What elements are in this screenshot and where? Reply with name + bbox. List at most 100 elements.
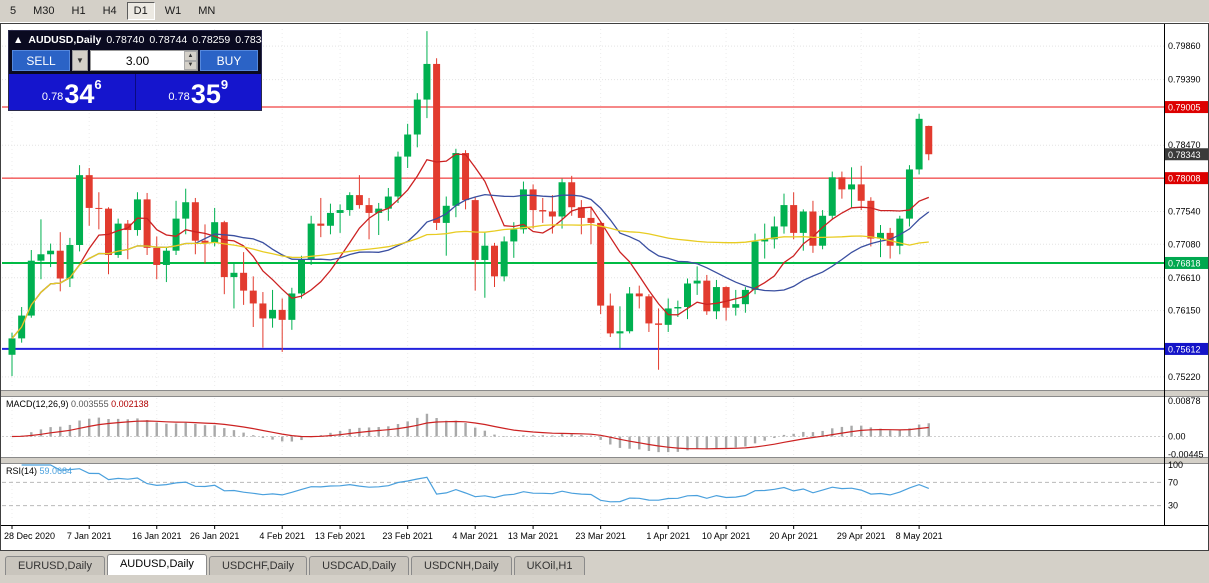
buy-button[interactable]: BUY — [200, 50, 258, 71]
candle — [259, 292, 267, 348]
date-label: 16 Jan 2021 — [132, 531, 182, 541]
candle — [433, 58, 441, 231]
candle — [211, 207, 219, 247]
candle — [346, 192, 354, 216]
date-label: 13 Mar 2021 — [508, 531, 559, 541]
candle — [56, 232, 64, 292]
candle — [819, 210, 827, 250]
date-label: 7 Jan 2021 — [67, 531, 112, 541]
date-label: 23 Mar 2021 — [575, 531, 626, 541]
candle — [66, 237, 74, 288]
sell-price-pip: 6 — [94, 77, 102, 92]
price-axis-label: 0.77540 — [1168, 206, 1201, 216]
rsi-axis-label: 30 — [1168, 501, 1178, 511]
moving-average-line — [11, 223, 929, 339]
candle — [500, 236, 508, 282]
chart-tab[interactable]: USDCHF,Daily — [208, 556, 308, 575]
trade-controls-row: SELL ▼ 3.00 ▲ ▼ BUY — [12, 50, 258, 71]
candle — [220, 220, 228, 295]
candle — [471, 196, 479, 291]
candle — [732, 289, 740, 316]
candle — [587, 207, 595, 245]
volume-input[interactable]: 3.00 — [125, 53, 150, 68]
chart-canvas[interactable]: 0.79860 0.79390 0.78470 0.77540 0.77080 0.766… — [0, 23, 1209, 551]
timeframe-button-mn[interactable]: MN — [191, 2, 223, 20]
candle — [838, 171, 846, 199]
timeframe-button-h1[interactable]: H1 — [64, 2, 93, 20]
chart-symbol-label: AUDUSD,Daily — [28, 34, 102, 46]
date-label: 4 Mar 2021 — [452, 531, 498, 541]
candle — [298, 255, 305, 299]
chart-tab[interactable]: USDCAD,Daily — [309, 556, 410, 575]
chart-tab[interactable]: EURUSD,Daily — [5, 556, 105, 575]
candle — [809, 200, 817, 253]
candle — [655, 308, 663, 370]
price-axis-label: 0.76150 — [1168, 306, 1201, 316]
macd-signal-line — [11, 420, 929, 450]
volume-increase-icon[interactable]: ▲ — [184, 51, 197, 61]
candle — [761, 223, 769, 259]
svg-text:0.78008: 0.78008 — [1168, 174, 1201, 184]
candle — [133, 192, 141, 236]
timeframe-button-h4[interactable]: H4 — [95, 2, 124, 20]
candle — [790, 192, 798, 240]
price-badge: 0.78343 — [1165, 148, 1209, 161]
sell-button[interactable]: SELL — [12, 50, 70, 71]
timeframe-button-5[interactable]: 5 — [3, 2, 24, 20]
candle — [326, 203, 334, 235]
pane-splitter[interactable] — [0, 390, 1209, 397]
pane-splitter[interactable] — [0, 457, 1209, 464]
chart-tab[interactable]: USDCNH,Daily — [411, 556, 512, 575]
volume-field[interactable]: 3.00 ▲ ▼ — [90, 50, 198, 71]
volume-dropdown-icon[interactable]: ▼ — [72, 50, 88, 71]
candle — [162, 247, 170, 283]
sell-price-display[interactable]: 0.78 34 6 — [9, 74, 135, 110]
candle — [95, 192, 103, 230]
candle — [37, 219, 45, 280]
candle — [491, 242, 498, 288]
candle — [240, 252, 248, 305]
candle — [905, 165, 913, 227]
candle — [355, 175, 363, 209]
candle — [626, 287, 634, 334]
chart-tab[interactable]: AUDUSD,Daily — [106, 554, 207, 575]
price-axis-label: 0.77080 — [1168, 239, 1201, 249]
candle — [915, 113, 923, 175]
price-axis-label: 0.76610 — [1168, 273, 1201, 283]
svg-text:0.78343: 0.78343 — [1168, 150, 1201, 160]
timeframe-button-w1[interactable]: W1 — [157, 2, 189, 20]
candle — [230, 262, 238, 309]
candle — [684, 278, 691, 320]
moving-average-line — [11, 153, 930, 339]
date-label: 29 Apr 2021 — [837, 531, 886, 541]
volume-decrease-icon[interactable]: ▼ — [184, 60, 197, 70]
date-label: 10 Apr 2021 — [702, 531, 751, 541]
svg-text:0.79005: 0.79005 — [1168, 103, 1201, 113]
timeframe-button-m30[interactable]: M30 — [26, 2, 62, 20]
buy-price-display[interactable]: 0.78 35 9 — [134, 74, 262, 110]
ohlc-high-value: 0.78744 — [149, 34, 188, 46]
candle — [857, 165, 865, 211]
candle — [269, 289, 277, 328]
price-badge: 0.78008 — [1165, 172, 1209, 185]
candle — [336, 204, 344, 233]
candle — [105, 207, 112, 275]
chart-tab[interactable]: UKOil,H1 — [513, 556, 586, 575]
date-label: 28 Dec 2020 — [4, 531, 55, 541]
price-badge: 0.75612 — [1165, 342, 1209, 355]
macd-label: MACD(12,26,9) 0.003555 0.002138 — [6, 399, 149, 409]
date-label: 4 Feb 2021 — [259, 531, 305, 541]
candle — [404, 123, 412, 169]
ohlc-open-value: 0.78740 — [106, 34, 145, 46]
candle — [925, 125, 933, 161]
ohlc-close-value: 0.78343 — [235, 34, 274, 46]
quote-prices-row: 0.78 34 6 0.78 35 9 — [9, 74, 261, 110]
candle — [867, 197, 875, 247]
timeframe-button-d1[interactable]: D1 — [126, 2, 155, 20]
date-label: 13 Feb 2021 — [315, 531, 366, 541]
macd-axis-label: 0.00878 — [1168, 396, 1201, 406]
sell-price-main: 34 — [64, 79, 95, 109]
candle — [423, 31, 431, 119]
collapse-arrow-icon[interactable]: ▲ — [13, 34, 24, 46]
one-click-trading-panel: ▲ AUDUSD,Daily 0.78740 0.78744 0.78259 0… — [8, 30, 273, 111]
